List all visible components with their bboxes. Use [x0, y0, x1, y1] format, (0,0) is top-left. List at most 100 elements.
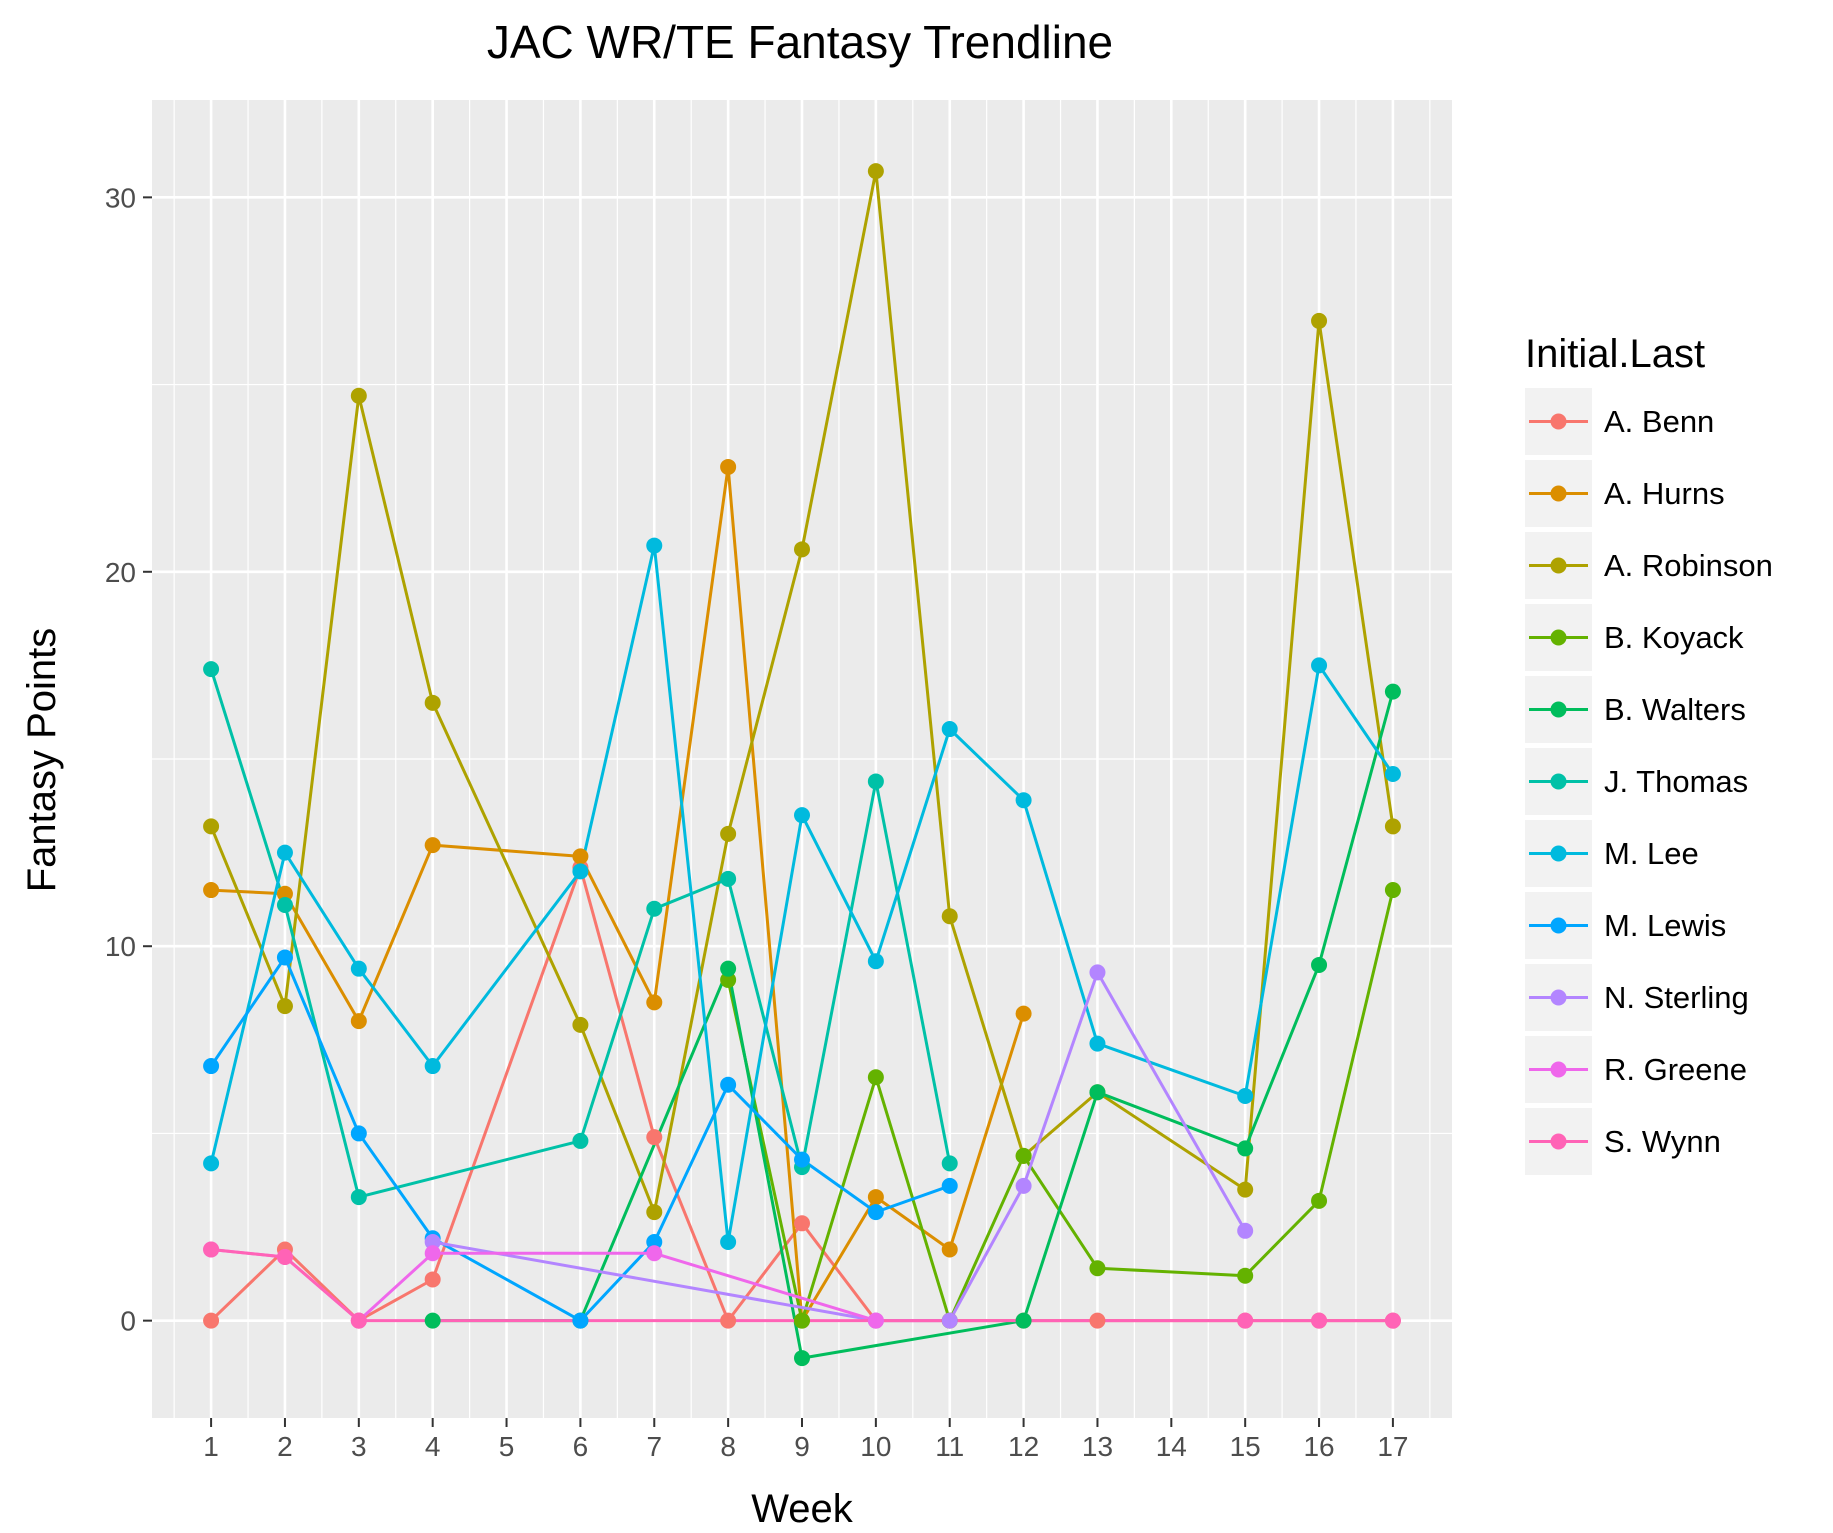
data-point-s-wynn — [350, 1312, 367, 1329]
data-point-m-lee — [867, 953, 884, 970]
data-point-r-greene — [646, 1245, 663, 1262]
data-point-m-lee — [646, 537, 663, 554]
data-point-m-lee — [276, 844, 293, 861]
data-point-j-thomas — [646, 900, 663, 917]
data-point-j-thomas — [867, 773, 884, 790]
data-point-s-wynn — [1237, 1312, 1254, 1329]
data-point-s-wynn — [1384, 1312, 1401, 1329]
data-point-a-benn — [424, 1271, 441, 1288]
x-tick-label: 2 — [277, 1431, 293, 1462]
x-tick-label: 16 — [1303, 1431, 1334, 1462]
data-point-m-lee — [1384, 765, 1401, 782]
data-point-s-wynn — [276, 1248, 293, 1265]
x-tick-label: 3 — [351, 1431, 367, 1462]
data-point-b-koyack — [1237, 1267, 1254, 1284]
series-line-m-lewis — [209, 955, 951, 1323]
data-point-r-greene — [867, 1312, 884, 1329]
legend-item-s-wynn: S. Wynn — [1525, 1108, 1721, 1175]
legend-item-m-lewis: M. Lewis — [1525, 892, 1726, 959]
x-tick-label: 5 — [499, 1431, 515, 1462]
data-point-n-sterling — [424, 1234, 441, 1251]
data-point-n-sterling — [1089, 964, 1106, 981]
x-tick-label: 8 — [720, 1431, 736, 1462]
data-point-a-robinson — [1237, 1181, 1254, 1198]
data-point-a-benn — [646, 1129, 663, 1146]
data-point-a-robinson — [720, 825, 737, 842]
x-tick-label: 11 — [935, 1431, 964, 1462]
data-point-b-walters — [720, 960, 737, 977]
data-point-m-lee — [1089, 1035, 1106, 1052]
data-point-m-lee — [1015, 792, 1032, 809]
data-point-j-thomas — [203, 661, 220, 678]
data-point-m-lewis — [646, 1234, 663, 1251]
series-points — [203, 163, 1401, 1367]
x-tick-labels: 1 2 3 4 5 6 7 8 9 10 11 12 13 14 15 16 17 — [203, 1431, 1408, 1462]
data-point-b-walters — [424, 1312, 441, 1329]
data-point-s-wynn — [1311, 1312, 1328, 1329]
data-point-a-hurns — [1015, 1005, 1032, 1022]
x-tick-label: 14 — [1156, 1431, 1187, 1462]
data-point-b-walters — [1237, 1140, 1254, 1157]
legend-label: N. Sterling — [1604, 980, 1749, 1015]
data-point-j-thomas — [720, 870, 737, 887]
data-point-n-sterling — [1237, 1222, 1254, 1239]
y-tick-label: 30 — [105, 182, 136, 213]
y-tick-label: 0 — [120, 1306, 136, 1337]
data-point-m-lee — [424, 1058, 441, 1075]
x-tick-label: 4 — [425, 1431, 441, 1462]
data-point-s-wynn — [203, 1241, 220, 1258]
x-tick-label: 9 — [794, 1431, 810, 1462]
legend-label: M. Lewis — [1604, 908, 1726, 943]
data-point-a-hurns — [720, 458, 737, 475]
legend-key-point — [1550, 989, 1567, 1006]
x-tick-label: 6 — [573, 1431, 589, 1462]
data-point-a-robinson — [276, 998, 293, 1015]
legend-label: B. Walters — [1604, 692, 1746, 727]
legend-item-b-walters: B. Walters — [1525, 676, 1746, 743]
data-point-j-thomas — [941, 1155, 958, 1172]
legend-label: A. Robinson — [1604, 548, 1773, 583]
data-point-a-hurns — [424, 837, 441, 854]
legend-label: S. Wynn — [1604, 1124, 1721, 1159]
y-tick-label: 20 — [105, 557, 136, 588]
legend-item-r-greene: R. Greene — [1525, 1036, 1747, 1103]
data-point-r-greene — [424, 1245, 441, 1262]
data-point-b-koyack — [867, 1069, 884, 1086]
data-point-m-lee — [1311, 657, 1328, 674]
data-point-a-robinson — [572, 1016, 589, 1033]
series-line-n-sterling — [432, 970, 1247, 1323]
x-axis-title: Week — [751, 1487, 854, 1531]
legend-key-point — [1550, 845, 1567, 862]
data-point-m-lewis — [941, 1177, 958, 1194]
data-point-a-hurns — [941, 1241, 958, 1258]
legend-item-n-sterling: N. Sterling — [1525, 964, 1749, 1031]
x-tick-label: 1 — [203, 1431, 219, 1462]
data-point-a-robinson — [646, 1204, 663, 1221]
data-point-m-lewis — [350, 1125, 367, 1142]
legend-key-point — [1550, 485, 1567, 502]
chart-title: JAC WR/TE Fantasy Trendline — [487, 16, 1113, 68]
data-point-b-walters — [1384, 683, 1401, 700]
data-point-a-hurns — [276, 885, 293, 902]
data-point-m-lewis — [203, 1058, 220, 1075]
data-point-a-robinson — [424, 694, 441, 711]
legend-key-point — [1550, 917, 1567, 934]
x-tick-label: 7 — [646, 1431, 662, 1462]
data-point-n-sterling — [941, 1312, 958, 1329]
legend-label: M. Lee — [1604, 836, 1699, 871]
data-point-m-lee — [1237, 1087, 1254, 1104]
data-point-b-koyack — [720, 971, 737, 988]
legend-item-a-benn: A. Benn — [1525, 388, 1714, 455]
data-point-m-lewis — [276, 949, 293, 966]
legend-label: J. Thomas — [1604, 764, 1748, 799]
legend-key-point — [1550, 413, 1567, 430]
legend-key-point — [1550, 1133, 1567, 1150]
data-point-a-robinson — [1311, 312, 1328, 329]
data-point-b-walters — [1311, 956, 1328, 973]
legend-label: A. Benn — [1604, 404, 1714, 439]
legend-item-a-hurns: A. Hurns — [1525, 460, 1725, 527]
legend-title: Initial.Last — [1525, 332, 1705, 376]
y-axis-title: Fantasy Points — [20, 628, 64, 893]
data-point-b-koyack — [1015, 1147, 1032, 1164]
legend-label: B. Koyack — [1604, 620, 1744, 655]
